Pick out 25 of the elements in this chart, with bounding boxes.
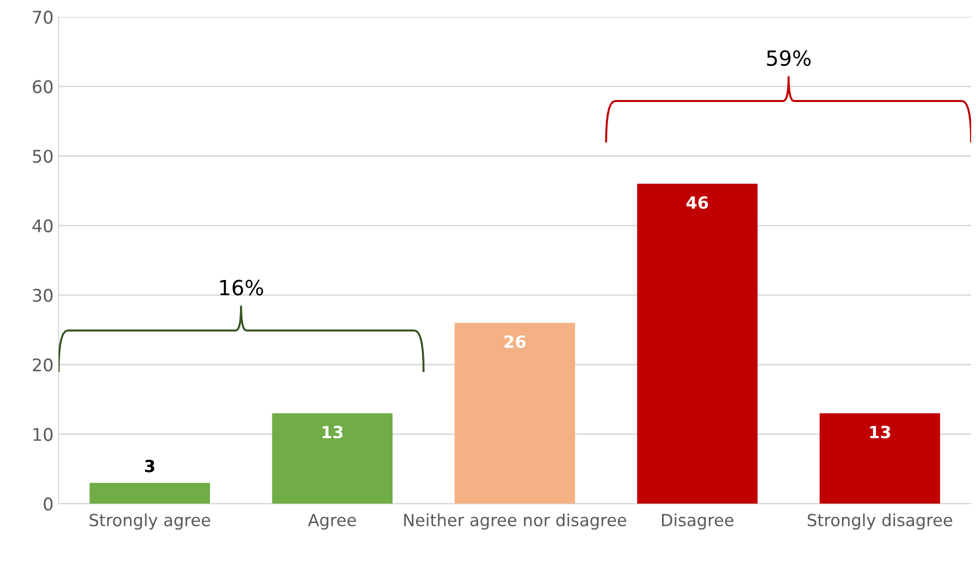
x-tick-label: Strongly disagree <box>808 513 952 530</box>
x-tick-label: Strongly agree <box>90 513 210 530</box>
data-label: 3 <box>145 460 154 472</box>
y-tick-label: 0 <box>44 497 53 511</box>
y-tick-label: 10 <box>34 428 53 442</box>
data-label: 26 <box>504 335 526 348</box>
y-tick-label: 50 <box>32 150 53 163</box>
y-tick-label: 30 <box>32 288 53 302</box>
bar <box>454 322 576 504</box>
bar <box>90 482 210 504</box>
x-tick-label: Disagree <box>662 513 734 530</box>
y-tick-label: 70 <box>33 10 53 24</box>
y-tick-label: 60 <box>32 80 53 94</box>
annotation: 16% <box>220 280 264 296</box>
y-tick-label: 40 <box>32 219 53 232</box>
bar <box>637 184 758 504</box>
y-tick-label: 20 <box>32 358 53 372</box>
data-label: 13 <box>870 426 890 438</box>
annotation: 59% <box>767 50 811 66</box>
x-tick-label: Agree <box>308 514 356 530</box>
data-label: 46 <box>686 196 708 209</box>
bar <box>272 413 393 504</box>
bar <box>820 413 940 504</box>
x-tick-label: Neither agree nor disagree <box>404 513 626 530</box>
data-label: 13 <box>322 426 343 438</box>
